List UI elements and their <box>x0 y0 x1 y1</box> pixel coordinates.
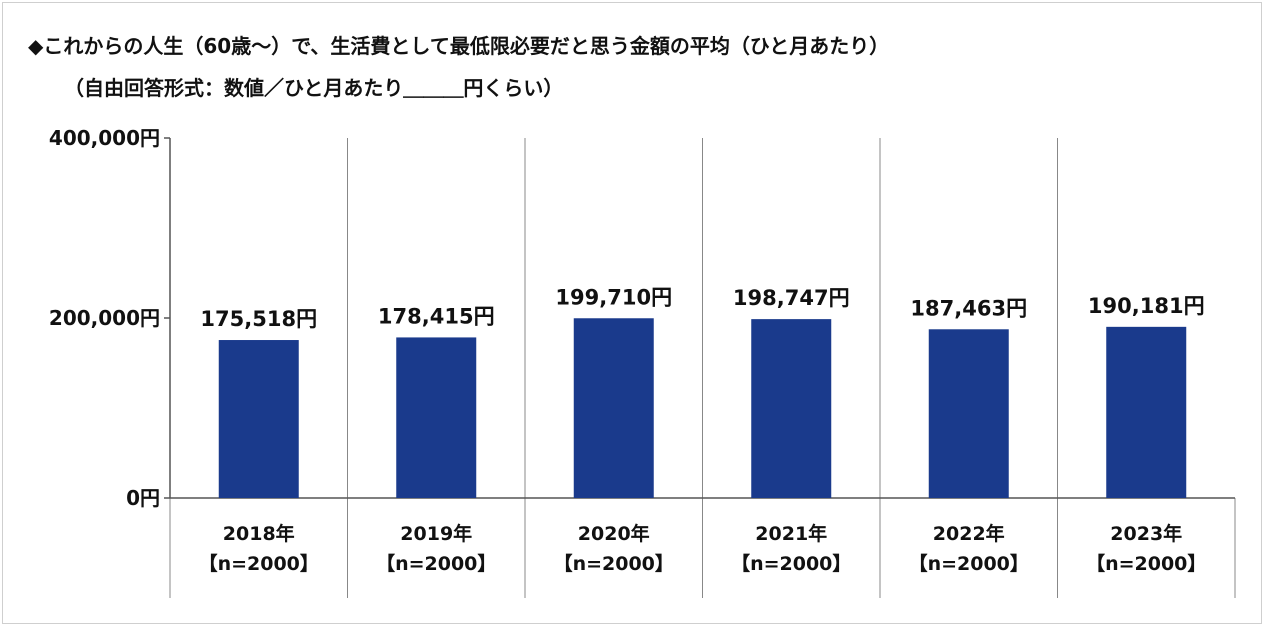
bar <box>1106 326 1187 498</box>
data-label: 198,747円 <box>733 286 850 310</box>
category-sublabel: 【n=2000】 <box>731 552 851 575</box>
category-sublabel: 【n=2000】 <box>376 552 496 575</box>
category-sublabel: 【n=2000】 <box>1086 552 1206 575</box>
y-tick-label: 200,000円 <box>49 306 160 330</box>
bar <box>928 329 1009 498</box>
data-label: 178,415円 <box>378 304 495 328</box>
data-label: 199,710円 <box>555 285 672 309</box>
y-tick-label: 400,000円 <box>49 126 160 150</box>
chart-title: ◆これからの人生（60歳～）で、生活費として最低限必要だと思う金額の平均（ひと月… <box>28 34 890 58</box>
category-label: 2020年 <box>578 522 650 545</box>
category-sublabel: 【n=2000】 <box>909 552 1029 575</box>
bar <box>573 318 654 498</box>
category-label: 2018年 <box>223 522 295 545</box>
bar <box>751 319 832 498</box>
data-label: 175,518円 <box>200 307 317 331</box>
category-label: 2023年 <box>1110 522 1182 545</box>
bar <box>396 337 477 498</box>
bar <box>218 340 299 498</box>
category-sublabel: 【n=2000】 <box>199 552 319 575</box>
category-label: 2019年 <box>400 522 472 545</box>
data-label: 187,463円 <box>910 296 1027 320</box>
category-sublabel: 【n=2000】 <box>554 552 674 575</box>
category-label: 2022年 <box>933 522 1005 545</box>
data-label: 190,181円 <box>1088 294 1205 318</box>
chart-subtitle: （自由回答形式：数値／ひと月あたり＿＿＿円くらい） <box>64 76 564 100</box>
category-label: 2021年 <box>755 522 827 545</box>
y-tick-label: 0円 <box>126 486 160 510</box>
